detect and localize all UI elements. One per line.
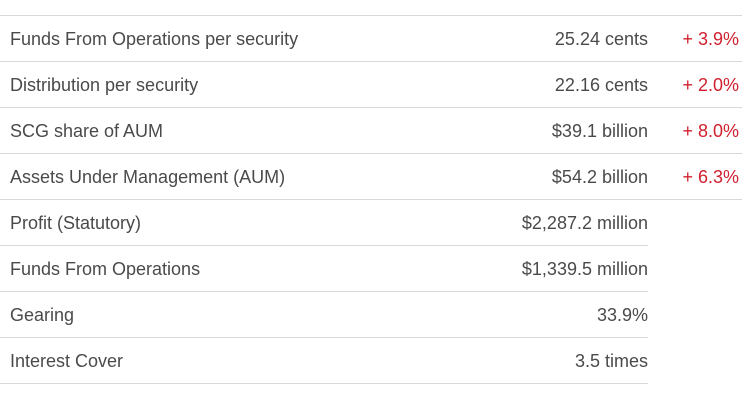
metric-label: Gearing [10,305,75,325]
row-divider [0,107,742,108]
table-row: Funds From Operations per security 25.24… [0,15,750,61]
table-row: Distribution per security 22.16 cents + … [0,61,750,107]
table-row: Gearing 33.9% [0,291,750,337]
row-divider [0,337,648,338]
row-divider [0,199,742,200]
metric-label: Funds From Operations per security [10,29,299,49]
metric-value: $54.2 billion [551,167,648,187]
table-row: Profit (Statutory) $2,287.2 million [0,199,750,245]
row-divider [0,153,742,154]
metric-change: + 2.0% [682,75,739,95]
metric-value: $39.1 billion [551,121,648,141]
results-table: Funds From Operations per security 25.24… [0,15,750,384]
metric-change: + 3.9% [682,29,739,49]
metric-label: Interest Cover [10,351,124,371]
table-row: Interest Cover 3.5 times [0,337,750,383]
metric-value: 33.9% [596,305,648,325]
metric-label: Distribution per security [10,75,199,95]
row-divider [0,245,648,246]
metric-label: Profit (Statutory) [10,213,142,233]
table-row: Funds From Operations $1,339.5 million [0,245,750,291]
metric-change: + 6.3% [682,167,739,187]
row-divider [0,61,742,62]
table-row: SCG share of AUM $39.1 billion + 8.0% [0,107,750,153]
metric-value: 25.24 cents [554,29,648,49]
metric-value: 3.5 times [574,351,648,371]
row-divider [0,15,742,16]
metric-label: Assets Under Management (AUM) [10,167,286,187]
metric-value: $2,287.2 million [521,213,648,233]
row-divider [0,291,648,292]
metric-label: SCG share of AUM [10,121,164,141]
metric-change: + 8.0% [682,121,739,141]
metric-label: Funds From Operations [10,259,201,279]
metric-value: $1,339.5 million [521,259,648,279]
metric-value: 22.16 cents [554,75,648,95]
table-bottom-divider [0,383,648,384]
table-row: Assets Under Management (AUM) $54.2 bill… [0,153,750,199]
